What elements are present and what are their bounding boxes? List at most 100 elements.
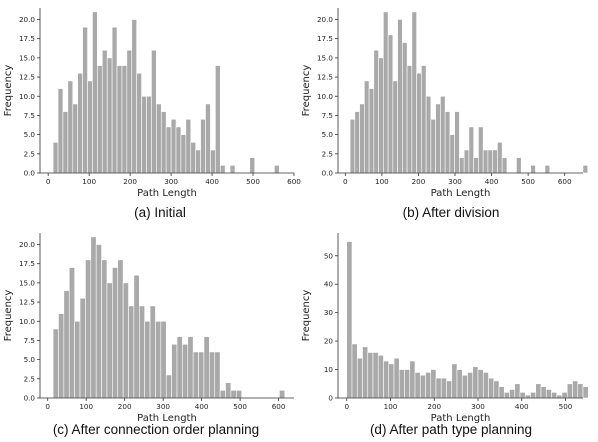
bar	[378, 57, 384, 174]
chart-panel-3: 0 100 200 300 400 500 600 0.0 2.5 5.0 7.5 10.0 12.5 1…	[3, 233, 294, 437]
bar	[516, 157, 522, 174]
bar	[509, 389, 516, 399]
y-tick-label: 2.5	[24, 149, 35, 158]
bar	[79, 297, 86, 399]
panel-caption: (a) Initial	[134, 205, 186, 220]
y-tick-label: 0.0	[322, 169, 334, 178]
bar	[346, 241, 353, 399]
y-tick-label: 30	[324, 308, 334, 317]
bar	[477, 369, 484, 399]
bar	[279, 390, 286, 399]
bar	[192, 351, 199, 399]
bar	[566, 383, 573, 399]
bar	[74, 320, 81, 399]
bar	[349, 118, 356, 174]
bar	[131, 19, 137, 174]
bar	[368, 88, 375, 174]
bar	[122, 282, 129, 399]
bar	[133, 274, 140, 399]
bar	[456, 369, 463, 399]
bar	[545, 389, 552, 399]
bar	[482, 149, 489, 174]
bar	[473, 157, 479, 174]
bar	[383, 360, 390, 399]
bar	[419, 374, 426, 399]
bar	[190, 142, 196, 174]
bar	[195, 149, 201, 174]
bar	[165, 374, 172, 399]
y-tick-label: 10.0	[317, 92, 333, 101]
bar	[556, 394, 563, 399]
y-tick-label: 15.0	[19, 53, 35, 62]
bar	[67, 80, 74, 174]
bar	[577, 383, 584, 399]
bar	[392, 80, 398, 174]
bar	[146, 95, 152, 174]
bar	[200, 118, 206, 174]
bar	[487, 149, 493, 174]
bar	[530, 392, 537, 399]
y-tick-label: 10	[324, 365, 334, 374]
bar	[421, 65, 427, 174]
x-axis-label: Path Length	[431, 413, 491, 424]
y-tick-label: 5.0	[322, 130, 334, 139]
bar	[85, 259, 92, 399]
x-tick-label: 600	[287, 177, 301, 186]
x-tick-label: 0	[46, 177, 51, 186]
x-tick-label: 0	[344, 402, 349, 411]
y-tick-label: 17.5	[317, 34, 333, 43]
bar	[498, 386, 505, 399]
bar	[180, 134, 187, 174]
x-tick-label: 500	[559, 402, 573, 411]
bar	[430, 118, 436, 174]
bar	[430, 369, 437, 399]
bar	[77, 72, 83, 174]
y-tick-label: 10.0	[19, 92, 35, 101]
bar	[144, 320, 151, 399]
bar	[444, 111, 451, 174]
bar	[141, 95, 147, 174]
x-tick-label: 500	[233, 402, 247, 411]
x-tick-label: 200	[412, 177, 426, 186]
bar	[561, 392, 568, 399]
x-tick-label: 200	[118, 402, 132, 411]
bar	[101, 259, 108, 399]
bar	[151, 49, 157, 174]
bar	[219, 390, 226, 399]
bar	[461, 374, 468, 399]
bar	[493, 380, 500, 399]
bar	[235, 390, 242, 399]
x-tick-label: 600	[272, 402, 286, 411]
bar	[230, 390, 237, 399]
y-tick-label: 0.0	[24, 169, 36, 178]
bar	[530, 165, 536, 174]
bar	[402, 42, 408, 174]
bar	[398, 369, 405, 399]
bar	[82, 26, 88, 174]
panel-caption: (c) After connection order planning	[53, 422, 259, 437]
x-axis-label: Path Length	[137, 188, 197, 199]
bar	[535, 383, 542, 399]
y-tick-label: 15.0	[19, 278, 35, 287]
y-tick-label: 20.0	[19, 15, 35, 24]
bar	[62, 111, 69, 174]
bar	[454, 111, 460, 174]
y-tick-label: 40	[324, 280, 334, 289]
bar	[468, 126, 474, 174]
bar	[492, 149, 498, 174]
x-tick-label: 0	[343, 177, 348, 186]
bar	[367, 352, 374, 399]
bar	[497, 142, 503, 174]
bar	[572, 380, 579, 399]
x-tick-label: 400	[485, 177, 499, 186]
x-tick-label: 400	[515, 402, 529, 411]
bar	[414, 372, 421, 399]
bar	[393, 357, 400, 399]
bar	[362, 346, 369, 399]
bar	[72, 103, 78, 174]
y-tick-label: 17.5	[19, 34, 35, 43]
bar	[459, 157, 465, 174]
chart-panel-4: 0 100 200 300 400 500 0 10 20 30 40 50 Path Length Fr…	[301, 233, 589, 437]
bar	[63, 290, 70, 399]
bar	[446, 380, 453, 399]
